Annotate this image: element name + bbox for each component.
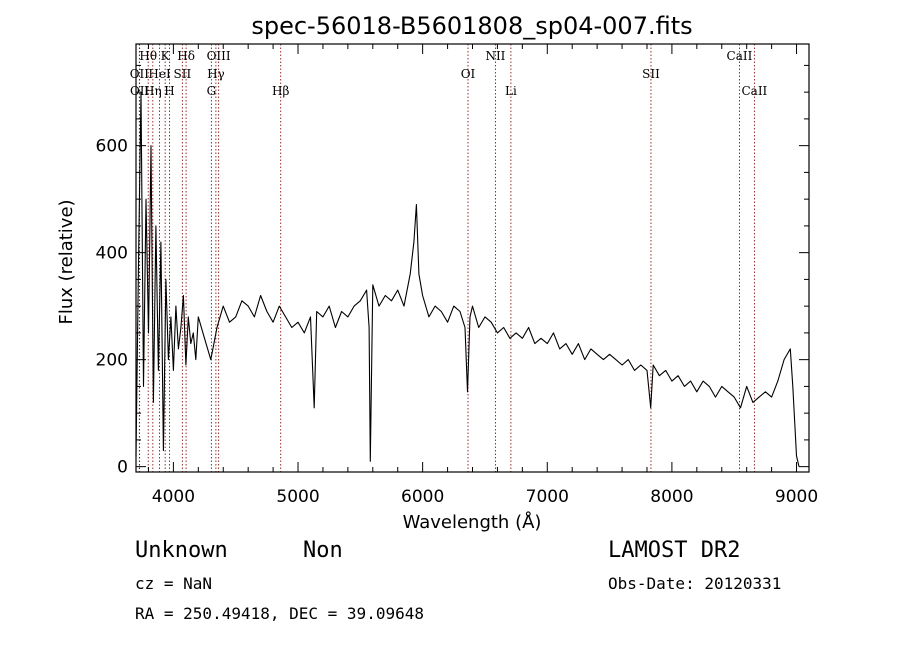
spectral-line-label: Hη — [144, 84, 162, 98]
spectral-line-label: G — [207, 84, 217, 98]
x-tick-label: 8000 — [650, 487, 693, 507]
chart-title: spec-56018-B5601808_sp04-007.fits — [251, 12, 692, 40]
spectral-line-labels: OIIOIIHθHηHeIKHSIIHδGHγOIIIHβOINIILiSIIC… — [130, 49, 768, 98]
object-subclass: Non — [303, 538, 343, 563]
axis-ticks — [136, 44, 809, 472]
spectral-line-label: NII — [485, 49, 505, 63]
spectral-line-label: Li — [505, 84, 517, 98]
spectral-line-label: Hδ — [177, 49, 195, 63]
spectral-line-label: Hβ — [272, 84, 289, 98]
x-tick-label: 4000 — [152, 487, 195, 507]
x-tick-label: 5000 — [276, 487, 319, 507]
coordinates: RA = 250.49418, DEC = 39.09648 — [135, 604, 424, 623]
y-axis-label: Flux (relative) — [56, 199, 77, 324]
spectral-line-markers — [138, 44, 755, 472]
spectrum-chart: spec-56018-B5601808_sp04-007.fits OII OII… — [56, 12, 819, 533]
spectral-line-label: SII — [174, 67, 192, 81]
observation-date: Obs-Date: 20120331 — [608, 574, 782, 593]
spectral-line-label: OI — [461, 67, 476, 81]
x-axis-label: Wavelength (Å) — [403, 511, 542, 533]
spectral-line-label: Hθ — [139, 49, 157, 63]
spectral-line-label: CaII — [727, 49, 753, 63]
spectral-line-label: K — [161, 49, 171, 63]
spectral-line-label: OII — [130, 67, 150, 81]
spectral-line-label: SII — [642, 67, 660, 81]
x-tick-label: 6000 — [401, 487, 444, 507]
plot-frame — [135, 43, 810, 473]
y-tick-label: 600 — [96, 137, 128, 157]
spectral-line-label: OII — [130, 84, 150, 98]
x-tick-label: 9000 — [775, 487, 818, 507]
spectral-line-label: H — [164, 84, 174, 98]
spectral-line-label: OIII — [207, 49, 231, 63]
y-tick-label: 200 — [96, 351, 128, 371]
object-class: Unknown — [135, 538, 228, 563]
spectrum-line — [135, 91, 800, 467]
redshift-value: cz = NaN — [135, 574, 213, 593]
axis-tick-labels: 4000 5000 6000 7000 8000 9000 0 200 400 600 — [96, 137, 819, 507]
x-tick-label: 7000 — [526, 487, 569, 507]
spectral-line-label: CaII — [741, 84, 767, 98]
y-tick-label: 0 — [117, 458, 128, 478]
spectrum-data — [135, 91, 800, 467]
survey-name: LAMOST DR2 — [608, 538, 741, 563]
y-tick-label: 400 — [96, 244, 128, 264]
spectral-line-label: Hγ — [207, 67, 225, 81]
spectral-line-label: HeI — [148, 67, 171, 81]
